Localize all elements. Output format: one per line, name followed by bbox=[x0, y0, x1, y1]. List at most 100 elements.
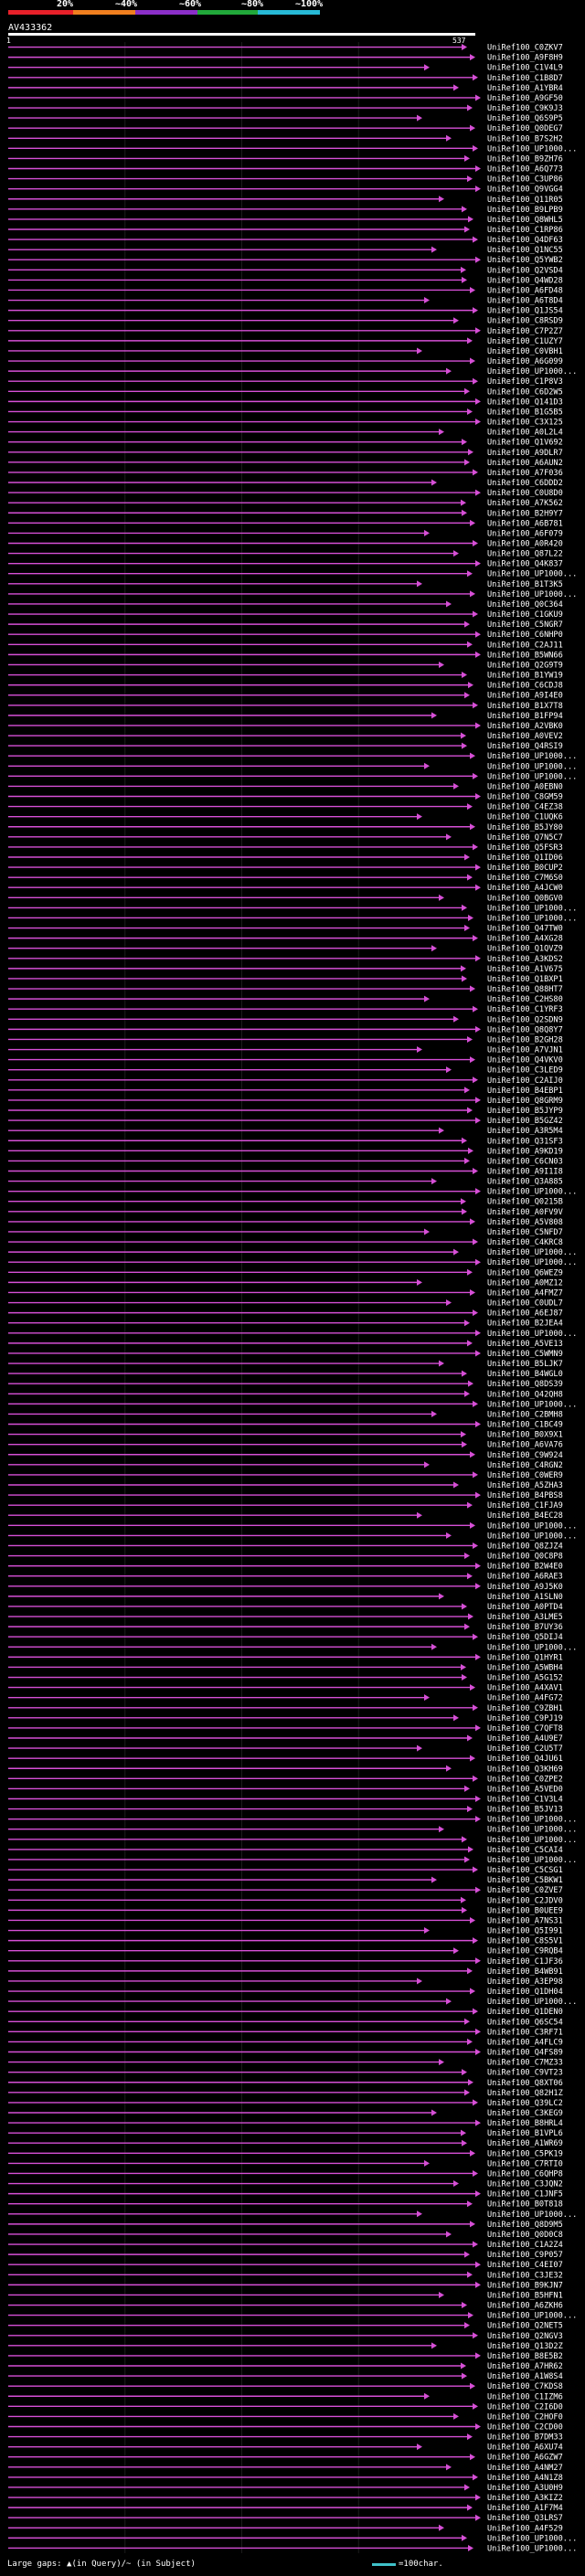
hit-label[interactable]: UniRef100_A6B781 bbox=[487, 519, 563, 528]
hit-label[interactable]: UniRef100_A0R420 bbox=[487, 539, 563, 548]
hit-label[interactable]: UniRef100_B1FP94 bbox=[487, 712, 563, 721]
hit-label[interactable]: UniRef100_C4EZ38 bbox=[487, 803, 563, 812]
hit-label[interactable]: UniRef100_B7DM33 bbox=[487, 2433, 563, 2443]
hit-label[interactable]: UniRef100_C2HS80 bbox=[487, 995, 563, 1004]
hit-label[interactable]: UniRef100_C9P057 bbox=[487, 2251, 563, 2260]
hit-label[interactable]: UniRef100_A7HR62 bbox=[487, 2362, 563, 2371]
hit-label[interactable]: UniRef100_C1FJA9 bbox=[487, 1501, 563, 1511]
hit-label[interactable]: UniRef100_UP1000... bbox=[487, 1856, 577, 1865]
hit-label[interactable]: UniRef100_B2JEA4 bbox=[487, 1320, 563, 1329]
hit-label[interactable]: UniRef100_C3RF71 bbox=[487, 2028, 563, 2037]
hit-label[interactable]: UniRef100_Q2G9T9 bbox=[487, 661, 563, 670]
hit-label[interactable]: UniRef100_C1P8V3 bbox=[487, 377, 563, 387]
hit-label[interactable]: UniRef100_C0U8D0 bbox=[487, 489, 563, 498]
hit-label[interactable]: UniRef100_C9VT23 bbox=[487, 2069, 563, 2078]
hit-label[interactable]: UniRef100_A5ZHA3 bbox=[487, 1481, 563, 1490]
hit-label[interactable]: UniRef100_UP1000... bbox=[487, 2534, 577, 2543]
hit-label[interactable]: UniRef100_Q5DIJ4 bbox=[487, 1633, 563, 1642]
hit-label[interactable]: UniRef100_UP1000... bbox=[487, 367, 577, 376]
hit-label[interactable]: UniRef100_C1RP86 bbox=[487, 226, 563, 235]
hit-label[interactable]: UniRef100_C4EI07 bbox=[487, 2261, 563, 2270]
hit-label[interactable]: UniRef100_B0X9X1 bbox=[487, 1431, 563, 1440]
hit-label[interactable]: UniRef100_C6CN03 bbox=[487, 1157, 563, 1166]
hit-label[interactable]: UniRef100_A4FG72 bbox=[487, 1694, 563, 1703]
hit-label[interactable]: UniRef100_A6EJ87 bbox=[487, 1309, 563, 1319]
hit-label[interactable]: UniRef100_Q31SF3 bbox=[487, 1137, 563, 1146]
hit-label[interactable]: UniRef100_C2I6D0 bbox=[487, 2402, 563, 2412]
hit-label[interactable]: UniRef100_Q0C364 bbox=[487, 600, 563, 610]
hit-label[interactable]: UniRef100_C8GM59 bbox=[487, 793, 563, 802]
hit-label[interactable]: UniRef100_B0T818 bbox=[487, 2200, 563, 2210]
hit-label[interactable]: UniRef100_Q13D2Z bbox=[487, 2342, 563, 2351]
hit-label[interactable]: UniRef100_C0UDL7 bbox=[487, 1299, 563, 1309]
hit-label[interactable]: UniRef100_C2BMH8 bbox=[487, 1410, 563, 1419]
hit-label[interactable]: UniRef100_B5JV13 bbox=[487, 1806, 563, 1815]
hit-label[interactable]: UniRef100_A9F8H9 bbox=[487, 54, 563, 63]
hit-label[interactable]: UniRef100_C5NGR7 bbox=[487, 620, 563, 630]
hit-label[interactable]: UniRef100_A4JCW0 bbox=[487, 884, 563, 893]
hit-label[interactable]: UniRef100_C1BC49 bbox=[487, 1421, 563, 1430]
hit-label[interactable]: UniRef100_C1JF36 bbox=[487, 1957, 563, 1966]
hit-label[interactable]: UniRef100_A5VE13 bbox=[487, 1340, 563, 1349]
hit-label[interactable]: UniRef100_B9ZH76 bbox=[487, 154, 563, 164]
hit-label[interactable]: UniRef100_Q8D9M5 bbox=[487, 2221, 563, 2230]
hit-label[interactable]: UniRef100_A6GZW7 bbox=[487, 2454, 563, 2463]
hit-label[interactable]: UniRef100_C1A2Z4 bbox=[487, 2241, 563, 2250]
hit-label[interactable]: UniRef100_UP1000... bbox=[487, 1643, 577, 1652]
hit-label[interactable]: UniRef100_C9RQB4 bbox=[487, 1947, 563, 1956]
hit-label[interactable]: UniRef100_UP1000... bbox=[487, 2312, 577, 2321]
hit-label[interactable]: UniRef100_UP1000... bbox=[487, 762, 577, 771]
hit-label[interactable]: UniRef100_Q0DEG7 bbox=[487, 124, 563, 133]
hit-label[interactable]: UniRef100_A1SLN0 bbox=[487, 1593, 563, 1602]
hit-label[interactable]: UniRef100_Q0D0C8 bbox=[487, 2231, 563, 2240]
hit-label[interactable]: UniRef100_C2AIJ0 bbox=[487, 1076, 563, 1086]
hit-label[interactable]: UniRef100_UP1000... bbox=[487, 2544, 577, 2553]
hit-label[interactable]: UniRef100_A0L2L4 bbox=[487, 429, 563, 438]
hit-label[interactable]: UniRef100_UP1000... bbox=[487, 590, 577, 599]
hit-label[interactable]: UniRef100_Q0C8P8 bbox=[487, 1553, 563, 1562]
hit-label[interactable]: UniRef100_A6T8D4 bbox=[487, 297, 563, 306]
hit-label[interactable]: UniRef100_C5CSG1 bbox=[487, 1866, 563, 1875]
hit-label[interactable]: UniRef100_A4XAV1 bbox=[487, 1684, 563, 1693]
hit-label[interactable]: UniRef100_A6XU74 bbox=[487, 2443, 563, 2453]
hit-label[interactable]: UniRef100_C1YRF3 bbox=[487, 1005, 563, 1014]
hit-label[interactable]: UniRef100_UP1000... bbox=[487, 1248, 577, 1257]
hit-label[interactable]: UniRef100_C3X125 bbox=[487, 419, 563, 428]
hit-label[interactable]: UniRef100_B1G5B5 bbox=[487, 408, 563, 417]
hit-label[interactable]: UniRef100_UP1000... bbox=[487, 144, 577, 154]
hit-label[interactable]: UniRef100_Q4FS89 bbox=[487, 2049, 563, 2058]
hit-label[interactable]: UniRef100_Q8XT06 bbox=[487, 2079, 563, 2088]
hit-label[interactable]: UniRef100_A4F529 bbox=[487, 2524, 563, 2533]
hit-label[interactable]: UniRef100_B8E5B2 bbox=[487, 2352, 563, 2361]
hit-label[interactable]: UniRef100_B4WGL0 bbox=[487, 1370, 563, 1379]
hit-label[interactable]: UniRef100_C7M6S0 bbox=[487, 874, 563, 883]
hit-label[interactable]: UniRef100_UP1000... bbox=[487, 1532, 577, 1541]
hit-label[interactable]: UniRef100_Q4WD28 bbox=[487, 276, 563, 285]
hit-label[interactable]: UniRef100_UP1000... bbox=[487, 1521, 577, 1531]
hit-label[interactable]: UniRef100_B5LJK7 bbox=[487, 1360, 563, 1369]
hit-label[interactable]: UniRef100_Q2NET5 bbox=[487, 2322, 563, 2331]
hit-label[interactable]: UniRef100_UP1000... bbox=[487, 772, 577, 781]
hit-label[interactable]: UniRef100_Q5YWB2 bbox=[487, 256, 563, 265]
hit-label[interactable]: UniRef100_C6D2W5 bbox=[487, 387, 563, 397]
hit-label[interactable]: UniRef100_Q1DH04 bbox=[487, 1988, 563, 1997]
hit-label[interactable]: UniRef100_B5WN66 bbox=[487, 651, 563, 660]
hit-label[interactable]: UniRef100_A3KDS2 bbox=[487, 955, 563, 964]
hit-label[interactable]: UniRef100_UP1000... bbox=[487, 752, 577, 761]
hit-label[interactable]: UniRef100_C2HOF0 bbox=[487, 2412, 563, 2422]
hit-label[interactable]: UniRef100_Q141D3 bbox=[487, 398, 563, 407]
hit-label[interactable]: UniRef100_C1JNF5 bbox=[487, 2190, 563, 2200]
hit-label[interactable]: UniRef100_A0EBN0 bbox=[487, 782, 563, 791]
hit-label[interactable]: UniRef100_C3KEG9 bbox=[487, 2109, 563, 2118]
hit-label[interactable]: UniRef100_A0FV9V bbox=[487, 1208, 563, 1217]
hit-label[interactable]: UniRef100_Q3A885 bbox=[487, 1178, 563, 1187]
hit-label[interactable]: UniRef100_A4NM27 bbox=[487, 2464, 563, 2473]
hit-label[interactable]: UniRef100_Q2NGV3 bbox=[487, 2332, 563, 2341]
hit-label[interactable]: UniRef100_B4PBS8 bbox=[487, 1491, 563, 1500]
hit-label[interactable]: UniRef100_C2AJ11 bbox=[487, 641, 563, 650]
hit-label[interactable]: UniRef100_A5WBH4 bbox=[487, 1663, 563, 1672]
hit-label[interactable]: UniRef100_B5HFN1 bbox=[487, 2291, 563, 2300]
hit-label[interactable]: UniRef100_C9PJ19 bbox=[487, 1714, 563, 1723]
hit-label[interactable]: UniRef100_Q3KH69 bbox=[487, 1765, 563, 1774]
hit-label[interactable]: UniRef100_UP1000... bbox=[487, 1258, 577, 1267]
